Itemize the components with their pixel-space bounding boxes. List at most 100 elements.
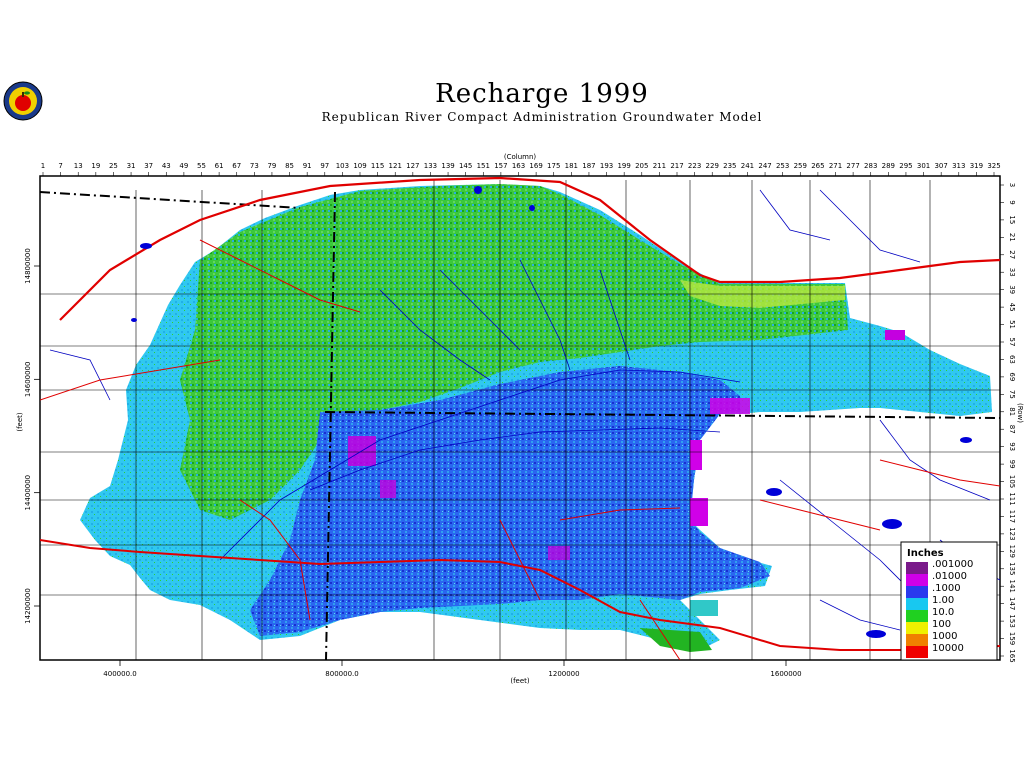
low-recharge-patch-7 [548,546,570,560]
row-tick-label: 63 [1008,355,1016,364]
row-tick-label: 93 [1008,442,1016,451]
column-tick-label: 295 [899,162,912,170]
column-tick-label: 229 [706,162,719,170]
reservoirs [131,186,972,638]
legend-item-label: .001000 [932,559,973,570]
row-tick-label: 129 [1008,545,1016,558]
legend-swatch [906,574,928,586]
row-tick-label: 33 [1008,268,1016,277]
legend-swatch [906,634,928,646]
state-boundaries [40,191,1000,660]
column-tick-label: 163 [512,162,525,170]
column-tick-label: 7 [58,162,62,170]
column-tick-label: 109 [353,162,366,170]
column-tick-label: 37 [144,162,153,170]
south-cyan-patch [690,600,718,616]
column-tick-label: 313 [952,162,965,170]
column-tick-label: 49 [179,162,188,170]
row-tick-label: 57 [1008,338,1016,347]
legend-item-label: 100 [932,619,951,630]
column-tick-label: 157 [494,162,507,170]
column-tick-label: 115 [371,162,384,170]
column-tick-label: 1 [41,162,45,170]
x-tick-label: 1600000 [770,670,801,678]
row-tick-label: 165 [1008,649,1016,662]
row-tick-label: 117 [1008,510,1016,523]
column-tick-label: 253 [776,162,789,170]
column-tick-label: 127 [406,162,419,170]
row-tick-label: 3 [1008,183,1016,187]
column-tick-label: 79 [267,162,276,170]
south-green-patch [640,628,712,652]
row-tick-label: 141 [1008,580,1016,593]
row-tick-label: 81 [1008,407,1016,416]
column-tick-label: 121 [389,162,402,170]
column-tick-label: 217 [670,162,683,170]
row-tick-label: 75 [1008,390,1016,399]
x-feet-ticks: 400000.0 800000.0 1200000 1600000 [103,660,802,678]
row-tick-label: 69 [1008,372,1016,381]
row-tick-label: 99 [1008,460,1016,469]
legend-title: Inches [907,548,944,559]
column-tick-label: 13 [74,162,83,170]
row-axis-label: (Row) [1016,403,1024,423]
low-recharge-patch-3 [690,498,708,526]
row-tick-label: 147 [1008,597,1016,610]
column-tick-label: 205 [635,162,648,170]
x-tick-label: 1200000 [548,670,579,678]
column-tick-label: 181 [565,162,578,170]
row-ticks: 3915212733394551576369758187939910511111… [1000,183,1016,663]
row-tick-label: 153 [1008,614,1016,627]
column-tick-label: 307 [934,162,947,170]
low-recharge-patch-6 [885,330,905,340]
column-axis-label: (Column) [504,153,537,161]
x-tick-label: 400000.0 [103,670,136,678]
legend-swatch [906,562,928,574]
column-tick-label: 25 [109,162,118,170]
row-tick-label: 87 [1008,425,1016,434]
legend-swatch [906,646,928,658]
map-subtitle: Republican River Compact Administration … [321,110,763,124]
column-tick-label: 301 [917,162,930,170]
legend-item-label: 10.0 [932,607,954,618]
row-tick-label: 105 [1008,475,1016,488]
y-feet-ticks: 14800000 14600000 14400000 14200000 [24,248,40,624]
model-domain-blue [250,366,770,636]
row-tick-label: 111 [1008,492,1016,505]
legend-item-label: 10000 [932,643,964,654]
column-tick-label: 241 [741,162,754,170]
row-tick-label: 135 [1008,562,1016,575]
y-feet-axis-label: (feet) [16,412,24,432]
column-tick-label: 103 [336,162,349,170]
x-tick-label: 800000.0 [325,670,358,678]
column-tick-label: 319 [970,162,983,170]
column-tick-label: 145 [459,162,472,170]
column-tick-label: 265 [811,162,824,170]
column-tick-label: 85 [285,162,294,170]
column-tick-label: 277 [846,162,859,170]
legend-swatch [906,586,928,598]
column-tick-label: 73 [250,162,259,170]
legend-item-label: 1000 [932,631,957,642]
column-tick-label: 289 [882,162,895,170]
y-tick-label: 14200000 [24,588,32,624]
row-tick-label: 123 [1008,527,1016,540]
column-tick-label: 43 [162,162,171,170]
column-tick-label: 91 [303,162,312,170]
agency-logo [2,80,44,122]
row-tick-label: 9 [1008,200,1016,204]
legend-item-label: .1000 [932,583,961,594]
low-recharge-patch-4 [690,440,702,470]
map-title: Recharge 1999 [435,79,649,109]
legend-swatch [906,622,928,634]
column-tick-label: 151 [477,162,490,170]
column-tick-label: 31 [127,162,136,170]
y-tick-label: 14800000 [24,248,32,284]
row-tick-label: 15 [1008,215,1016,224]
row-tick-label: 159 [1008,632,1016,645]
row-tick-label: 51 [1008,320,1016,329]
legend-item-label: .01000 [932,571,967,582]
legend-swatch [906,610,928,622]
legend: Inches .001000.01000.10001.0010.01001000… [900,541,998,661]
column-tick-label: 193 [600,162,613,170]
